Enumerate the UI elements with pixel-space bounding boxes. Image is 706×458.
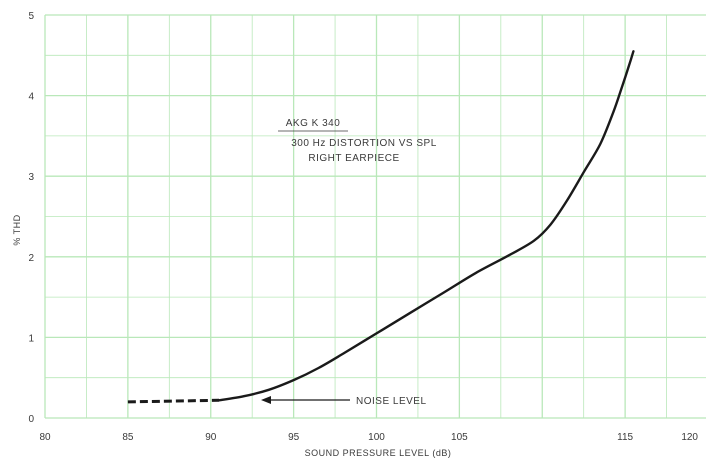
y-tick-label: 4 [28, 92, 34, 103]
noise-level-arrowhead [261, 396, 271, 404]
x-tick-label: 85 [122, 432, 134, 443]
chart-title-line-2: 300 Hz DISTORTION VS SPL [291, 138, 437, 149]
chart-title-line-1: AKG K 340 [286, 118, 341, 129]
grid [44, 14, 706, 419]
x-tick-label: 100 [368, 432, 385, 443]
x-tick-label: 115 [617, 432, 633, 443]
x-axis-title: SOUND PRESSURE LEVEL (dB) [305, 448, 452, 458]
x-tick-labels: 80 85 90 95 100 105 115 120 [39, 432, 698, 443]
y-tick-label: 5 [28, 11, 34, 22]
noise-level-label: NOISE LEVEL [356, 396, 427, 407]
y-tick-label: 2 [28, 253, 34, 264]
thd-curve [217, 50, 635, 402]
noise-level-annotation: NOISE LEVEL [261, 396, 427, 407]
y-tick-label: 3 [28, 172, 34, 183]
x-tick-label: 90 [205, 432, 217, 443]
chart-title-line-3: RIGHT EARPIECE [308, 153, 399, 164]
y-tick-label: 0 [28, 414, 34, 425]
chart-title-block: AKG K 340 300 Hz DISTORTION VS SPL RIGHT… [278, 118, 437, 164]
noise-level-segment [127, 398, 220, 404]
x-tick-label: 120 [681, 432, 698, 443]
x-tick-label: 80 [39, 432, 51, 443]
x-tick-label: 105 [451, 432, 468, 443]
y-axis-title: % THD [12, 214, 22, 245]
x-tick-label: 95 [288, 432, 300, 443]
y-tick-label: 1 [28, 333, 34, 344]
y-tick-labels: 0 1 2 3 4 5 [28, 11, 34, 425]
